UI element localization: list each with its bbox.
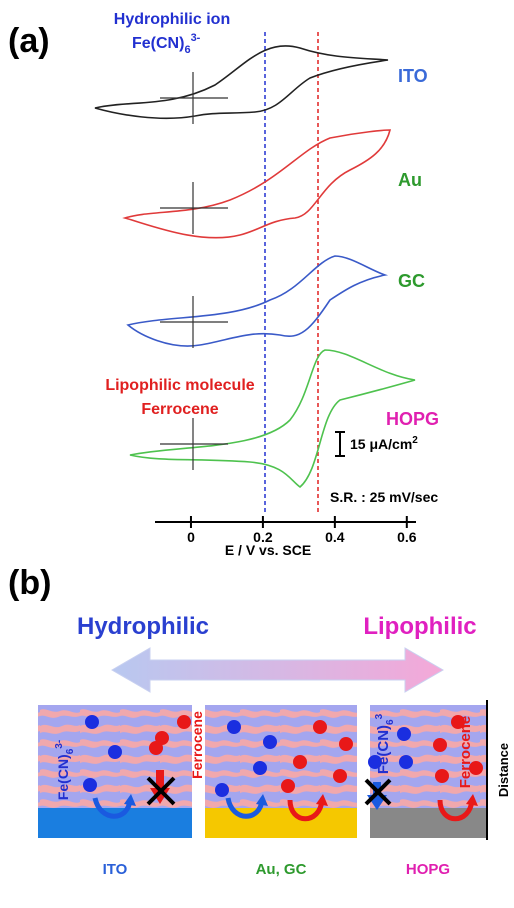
formula-sup: 3- — [191, 32, 201, 44]
x-tick-label: 0.4 — [325, 529, 345, 545]
panel-label: (a) — [8, 22, 50, 60]
cv-curve — [94, 45, 389, 120]
box — [370, 705, 486, 808]
lipophilic-label: Lipophilic — [363, 613, 476, 640]
hydrophilic-label: Hydrophilic — [77, 613, 209, 640]
box-ferrocene: Ferrocene — [457, 716, 474, 789]
transfer-arrows — [92, 794, 478, 822]
formula-sub: 6 — [184, 44, 190, 56]
cv-curve — [129, 349, 416, 489]
cv-curve — [122, 129, 392, 239]
electrode-label: GC — [398, 271, 425, 291]
ito-base — [38, 808, 192, 838]
x-tick-label: 0.6 — [397, 529, 417, 545]
molecule-title: Lipophilic molecule — [105, 377, 254, 394]
panel-label: (b) — [8, 564, 51, 602]
molecule-name: Ferrocene — [141, 401, 218, 418]
crosshairs — [160, 72, 228, 470]
ion-formula: Fe(CN)63- — [132, 32, 201, 56]
scan-rate: S.R. : 25 mV/sec — [330, 489, 438, 505]
electrode-label: HOPG — [386, 409, 439, 429]
electrode-label: ITO — [398, 66, 428, 86]
box-ion: Fe(CN)63- — [54, 740, 76, 800]
x-tick-label: 0.2 — [253, 529, 273, 545]
box-ion: Fe(CN)63 — [374, 713, 396, 774]
x-axis-label: E / V vs. SCE — [225, 542, 311, 558]
x-tick-label: 0 — [187, 529, 195, 545]
ion-title: Hydrophilic ion — [114, 11, 230, 28]
x-ticks: 0 0.2 0.4 0.6 — [187, 516, 417, 545]
box-ferrocene: Ferrocene — [189, 711, 205, 779]
gradient-arrow — [111, 647, 444, 693]
electrode-label: ITO — [103, 861, 128, 878]
blocked-arrow — [367, 782, 387, 810]
block-marks — [146, 776, 392, 806]
electrode-label: Au, GC — [256, 861, 307, 878]
scale-sup: 2 — [412, 435, 418, 446]
formula-sup: 3 — [374, 713, 385, 719]
formula-sub: 6 — [65, 748, 76, 754]
distance-label: Distance — [496, 743, 511, 797]
au-base — [205, 808, 357, 838]
formula-sub: 6 — [385, 719, 396, 725]
formula-base: Fe(CN) — [375, 725, 392, 774]
formula-base: Fe(CN) — [55, 754, 71, 800]
electrode-label: HOPG — [406, 861, 450, 878]
scale-label: 15 μA/cm2 — [350, 435, 418, 452]
dots — [83, 715, 483, 797]
scale-bar — [335, 431, 345, 457]
cv-curve — [126, 255, 389, 347]
formula-sup: 3- — [54, 740, 65, 749]
scale-text: 15 μA/cm — [350, 436, 412, 452]
formula-base: Fe(CN) — [132, 35, 184, 52]
electrode-label: Au — [398, 170, 422, 190]
